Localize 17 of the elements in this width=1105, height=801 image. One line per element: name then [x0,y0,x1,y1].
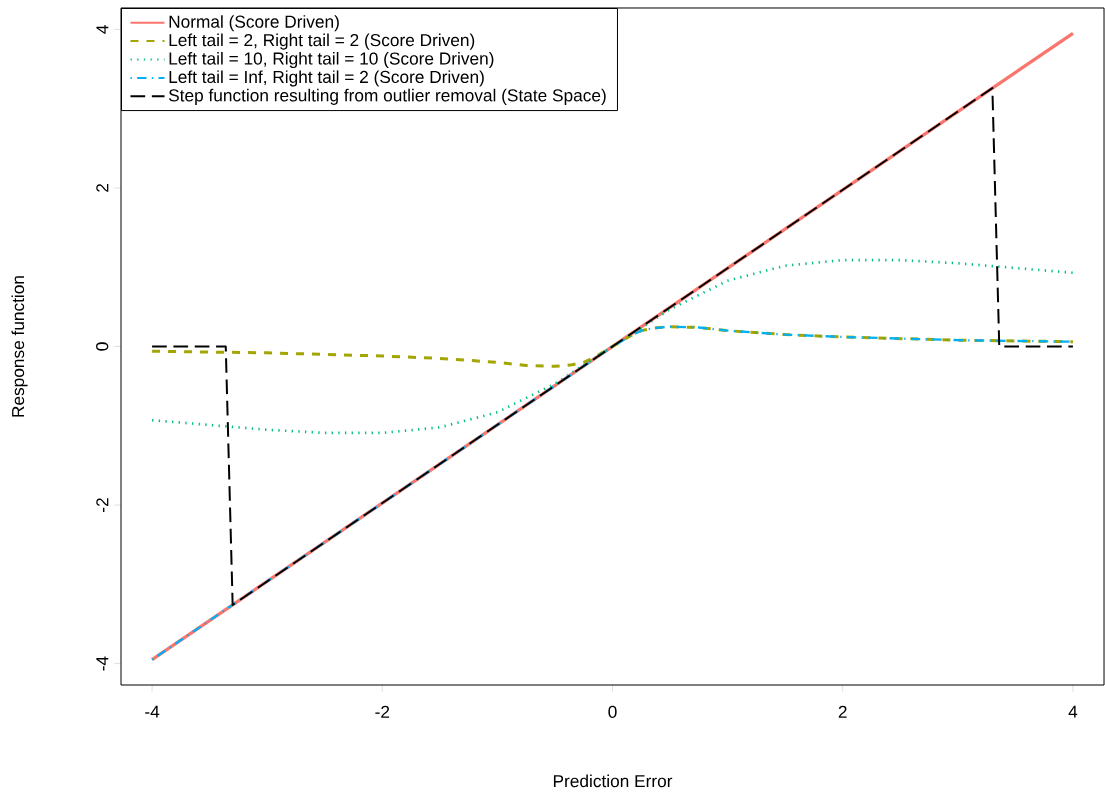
y-tick-label: -4 [96,656,109,671]
x-tick-label: 0 [608,705,617,718]
legend-label: Normal (Score Driven) [169,15,339,32]
x-tick-label: 2 [838,705,847,718]
x-tick-label: 4 [1068,705,1078,718]
legend-label: Left tail = Inf, Right tail = 2 (Score Driven) [169,70,484,87]
x-tick-label: -4 [145,705,160,718]
legend-label: Left tail = 10, Right tail = 10 (Score Driven) [169,51,494,69]
y-tick-label: 0 [96,342,109,351]
y-tick-label: 2 [96,184,109,192]
x-axis-title: Prediction Error [553,774,673,788]
x-tick-label: -2 [375,705,390,718]
y-axis-title: Response function [11,276,28,417]
y-tick-label: -2 [96,498,109,512]
y-tick-label: 4 [96,25,109,34]
legend-label: Step function resulting from outlier removal (State Space) [168,88,606,105]
legend-label: Left tail = 2, Right tail = 2 (Score Driven) [169,33,475,50]
